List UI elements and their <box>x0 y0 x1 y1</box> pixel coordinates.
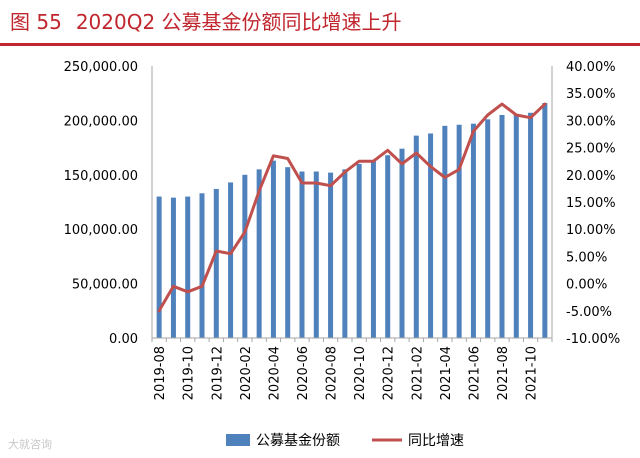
bar-2020-05 <box>285 167 291 338</box>
bar-2020-02 <box>242 174 248 338</box>
bar-series <box>156 102 548 339</box>
x-tick-label: 2020-04 <box>267 346 282 400</box>
bar-2020-01 <box>228 182 234 338</box>
x-tick-label: 2020-10 <box>353 346 368 400</box>
left-tick-label: 0.00 <box>109 332 138 347</box>
left-tick-label: 150,000.00 <box>64 169 138 184</box>
right-tick-label: 25.00% <box>566 142 616 157</box>
x-axis: 2019-08 2019-10 2019-12 2020-02 2020-04 2020-… <box>153 346 539 400</box>
left-tick-label: 200,000.00 <box>64 114 138 129</box>
bar-2020-12 <box>385 155 391 338</box>
right-tick-label: 10.00% <box>566 223 616 238</box>
bar-2019-08 <box>156 196 162 338</box>
bar-2021-07 <box>485 119 491 338</box>
bar-2021-10 <box>528 112 534 338</box>
legend-bar-swatch <box>226 434 250 446</box>
x-tick-label: 2019-12 <box>210 346 225 400</box>
axes-lines <box>151 66 553 342</box>
x-tick-label: 2020-02 <box>239 346 254 400</box>
x-tick-label: 2020-06 <box>296 346 311 400</box>
legend: 公募基金份额 同比增速 <box>226 432 464 449</box>
bar-2019-10 <box>185 196 191 338</box>
bar-2021-03 <box>428 133 434 338</box>
x-tick-label: 2021-04 <box>439 346 454 400</box>
title-rule <box>0 43 640 46</box>
right-tick-label: 0.00% <box>566 278 607 293</box>
x-tick-label: 2019-10 <box>182 346 197 400</box>
bar-2021-11 <box>542 102 548 338</box>
figure-header: 图 55 2020Q2 公募基金份额同比增速上升 <box>0 0 640 46</box>
x-tick-label: 2021-08 <box>496 346 511 400</box>
right-tick-label: 35.00% <box>566 87 616 102</box>
watermark: 大就咨询 <box>8 438 52 451</box>
figure-number: 图 55 <box>10 10 62 34</box>
bar-2021-02 <box>413 135 419 338</box>
growth-line <box>157 102 547 313</box>
right-tick-label: 15.00% <box>566 196 616 211</box>
bar-2020-10 <box>356 163 362 338</box>
bar-2020-06 <box>299 171 305 338</box>
x-tick-label: 2021-06 <box>467 346 482 400</box>
bar-2020-08 <box>328 172 334 338</box>
bar-2021-08 <box>499 114 505 339</box>
bar-2021-04 <box>442 125 448 338</box>
bar-2020-03 <box>256 169 262 338</box>
bar-2019-12 <box>213 188 219 338</box>
figure-title: 图 55 2020Q2 公募基金份额同比增速上升 <box>10 6 402 35</box>
bar-2019-09 <box>170 197 176 338</box>
bar-2021-05 <box>456 124 462 338</box>
left-tick-label: 100,000.00 <box>64 223 138 238</box>
left-tick-label: 250,000.00 <box>64 60 138 75</box>
legend-line-label: 同比增速 <box>408 433 464 449</box>
bar-2020-09 <box>342 169 348 338</box>
bar-2020-11 <box>370 160 376 338</box>
line-series <box>157 102 547 313</box>
right-tick-label: 30.00% <box>566 114 616 129</box>
legend-bar-label: 公募基金份额 <box>256 432 340 449</box>
left-tick-label: 50,000.00 <box>72 278 138 293</box>
bar-2020-07 <box>313 171 319 338</box>
right-tick-label: 40.00% <box>566 60 616 75</box>
bar-2019-11 <box>199 193 205 338</box>
x-tick-label: 2019-08 <box>153 346 168 400</box>
bar-2021-09 <box>513 114 519 339</box>
x-tick-label: 2021-02 <box>410 346 425 400</box>
x-tick-label: 2021-10 <box>525 346 540 400</box>
right-tick-label: -5.00% <box>566 305 612 320</box>
x-tick-label: 2020-12 <box>382 346 397 400</box>
bar-2021-01 <box>399 148 405 338</box>
x-tick-label: 2020-08 <box>325 346 340 400</box>
right-tick-label: 5.00% <box>566 250 607 265</box>
right-axis: -10.00% -5.00% 0.00% 5.00% 10.00% 15.00% 20.00… <box>566 60 620 347</box>
right-tick-label: 20.00% <box>566 169 616 184</box>
left-axis: 0.00 50,000.00 100,000.00 150,000.00 200,000… <box>64 60 138 347</box>
bar-2020-04 <box>270 160 276 338</box>
bar-2021-06 <box>470 123 476 338</box>
right-tick-label: -10.00% <box>566 332 620 347</box>
figure-title-text: 2020Q2 公募基金份额同比增速上升 <box>75 10 402 34</box>
